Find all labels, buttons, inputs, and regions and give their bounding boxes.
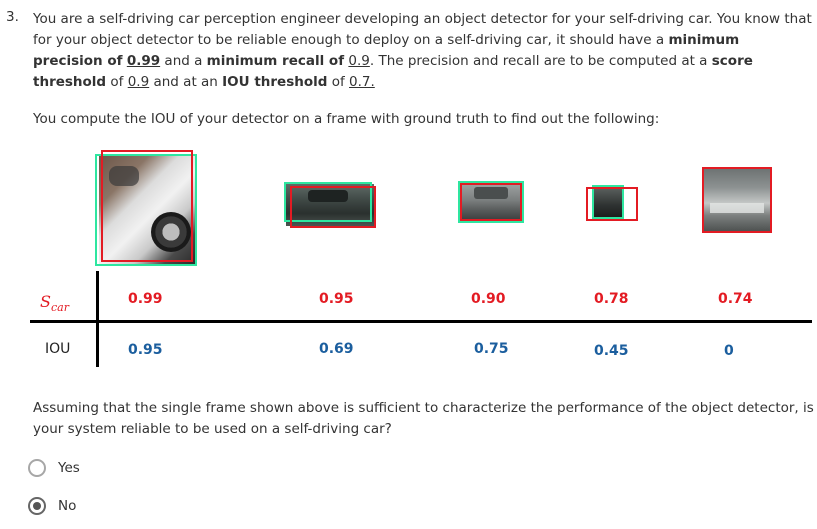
option-label-yes[interactable]: Yes [58, 460, 80, 476]
iou-value: 0.45 [594, 343, 629, 359]
detection-thumbnail-5 [702, 167, 772, 233]
iou-row-label: IOU [45, 341, 71, 357]
iou-threshold-value: 0.7. [349, 74, 375, 90]
question-subtext: You compute the IOU of your detector on … [33, 111, 660, 127]
score-row-label: Scar [40, 292, 69, 314]
ground-truth-box-4 [592, 185, 624, 219]
car-window-shape [308, 190, 348, 202]
score-threshold-value: 0.9 [127, 74, 150, 90]
min-precision-value: 0.99 [126, 53, 161, 69]
score-value: 0.78 [594, 291, 629, 307]
car-window-shape [474, 187, 508, 199]
table-vertical-divider [96, 271, 99, 367]
ground-truth-box-1 [95, 154, 197, 266]
question-connector: . The precision and recall are to be com… [369, 53, 712, 69]
detection-thumbnail-3 [458, 181, 524, 223]
detection-thumbnail-4 [586, 185, 638, 221]
prediction-box-2 [290, 186, 376, 228]
score-threshold-label: score threshold [33, 53, 753, 90]
detection-thumbnail-2 [284, 182, 376, 228]
question-connector: and a [160, 53, 207, 69]
ground-truth-box-3 [458, 181, 524, 223]
prediction-box-5 [702, 167, 772, 233]
score-value: 0.74 [718, 291, 753, 307]
car-image-4 [594, 187, 622, 217]
car-image-3 [460, 183, 522, 221]
iou-value: 0.95 [128, 342, 163, 358]
score-value: 0.90 [471, 291, 506, 307]
table-horizontal-divider [30, 320, 812, 323]
question-text: You are a self-driving car perception en… [33, 9, 813, 93]
option-label-no[interactable]: No [58, 498, 77, 514]
min-recall-label: minimum recall of [206, 53, 345, 69]
option-yes[interactable]: Yes [28, 459, 80, 477]
prediction-box-1 [101, 150, 193, 262]
iou-value: 0.69 [319, 341, 354, 357]
score-value: 0.99 [128, 291, 163, 307]
score-label-base: S [40, 292, 51, 311]
prediction-box-3 [460, 183, 522, 221]
radio-button-no[interactable] [28, 497, 46, 515]
car-image-2 [286, 184, 374, 226]
question-connector: of [327, 74, 350, 90]
question-connector: of [106, 74, 128, 90]
wheel-shape [151, 212, 191, 252]
min-precision-label: minimum precision of [33, 32, 740, 69]
detection-thumbnail-1 [95, 150, 199, 268]
score-label-sub: car [50, 301, 69, 315]
car-image-5 [704, 169, 770, 231]
iou-value: 0.75 [474, 341, 509, 357]
car-image-1 [99, 154, 195, 264]
question-connector: and at an [149, 74, 223, 90]
followup-question: Assuming that the single frame shown abo… [33, 400, 814, 437]
prediction-box-4 [586, 187, 638, 221]
ground-truth-box-2 [284, 182, 372, 222]
iou-threshold-label: IOU threshold [222, 74, 328, 90]
radio-button-yes[interactable] [28, 459, 46, 477]
question-intro: You are a self-driving car perception en… [33, 11, 812, 48]
min-recall-value: 0.9 [348, 53, 370, 69]
car-window-shape [109, 166, 139, 186]
option-no[interactable]: No [28, 497, 76, 515]
score-value: 0.95 [319, 291, 354, 307]
car-window-shape [710, 203, 764, 213]
iou-value: 0 [724, 343, 734, 359]
question-number: 3. [6, 9, 19, 25]
